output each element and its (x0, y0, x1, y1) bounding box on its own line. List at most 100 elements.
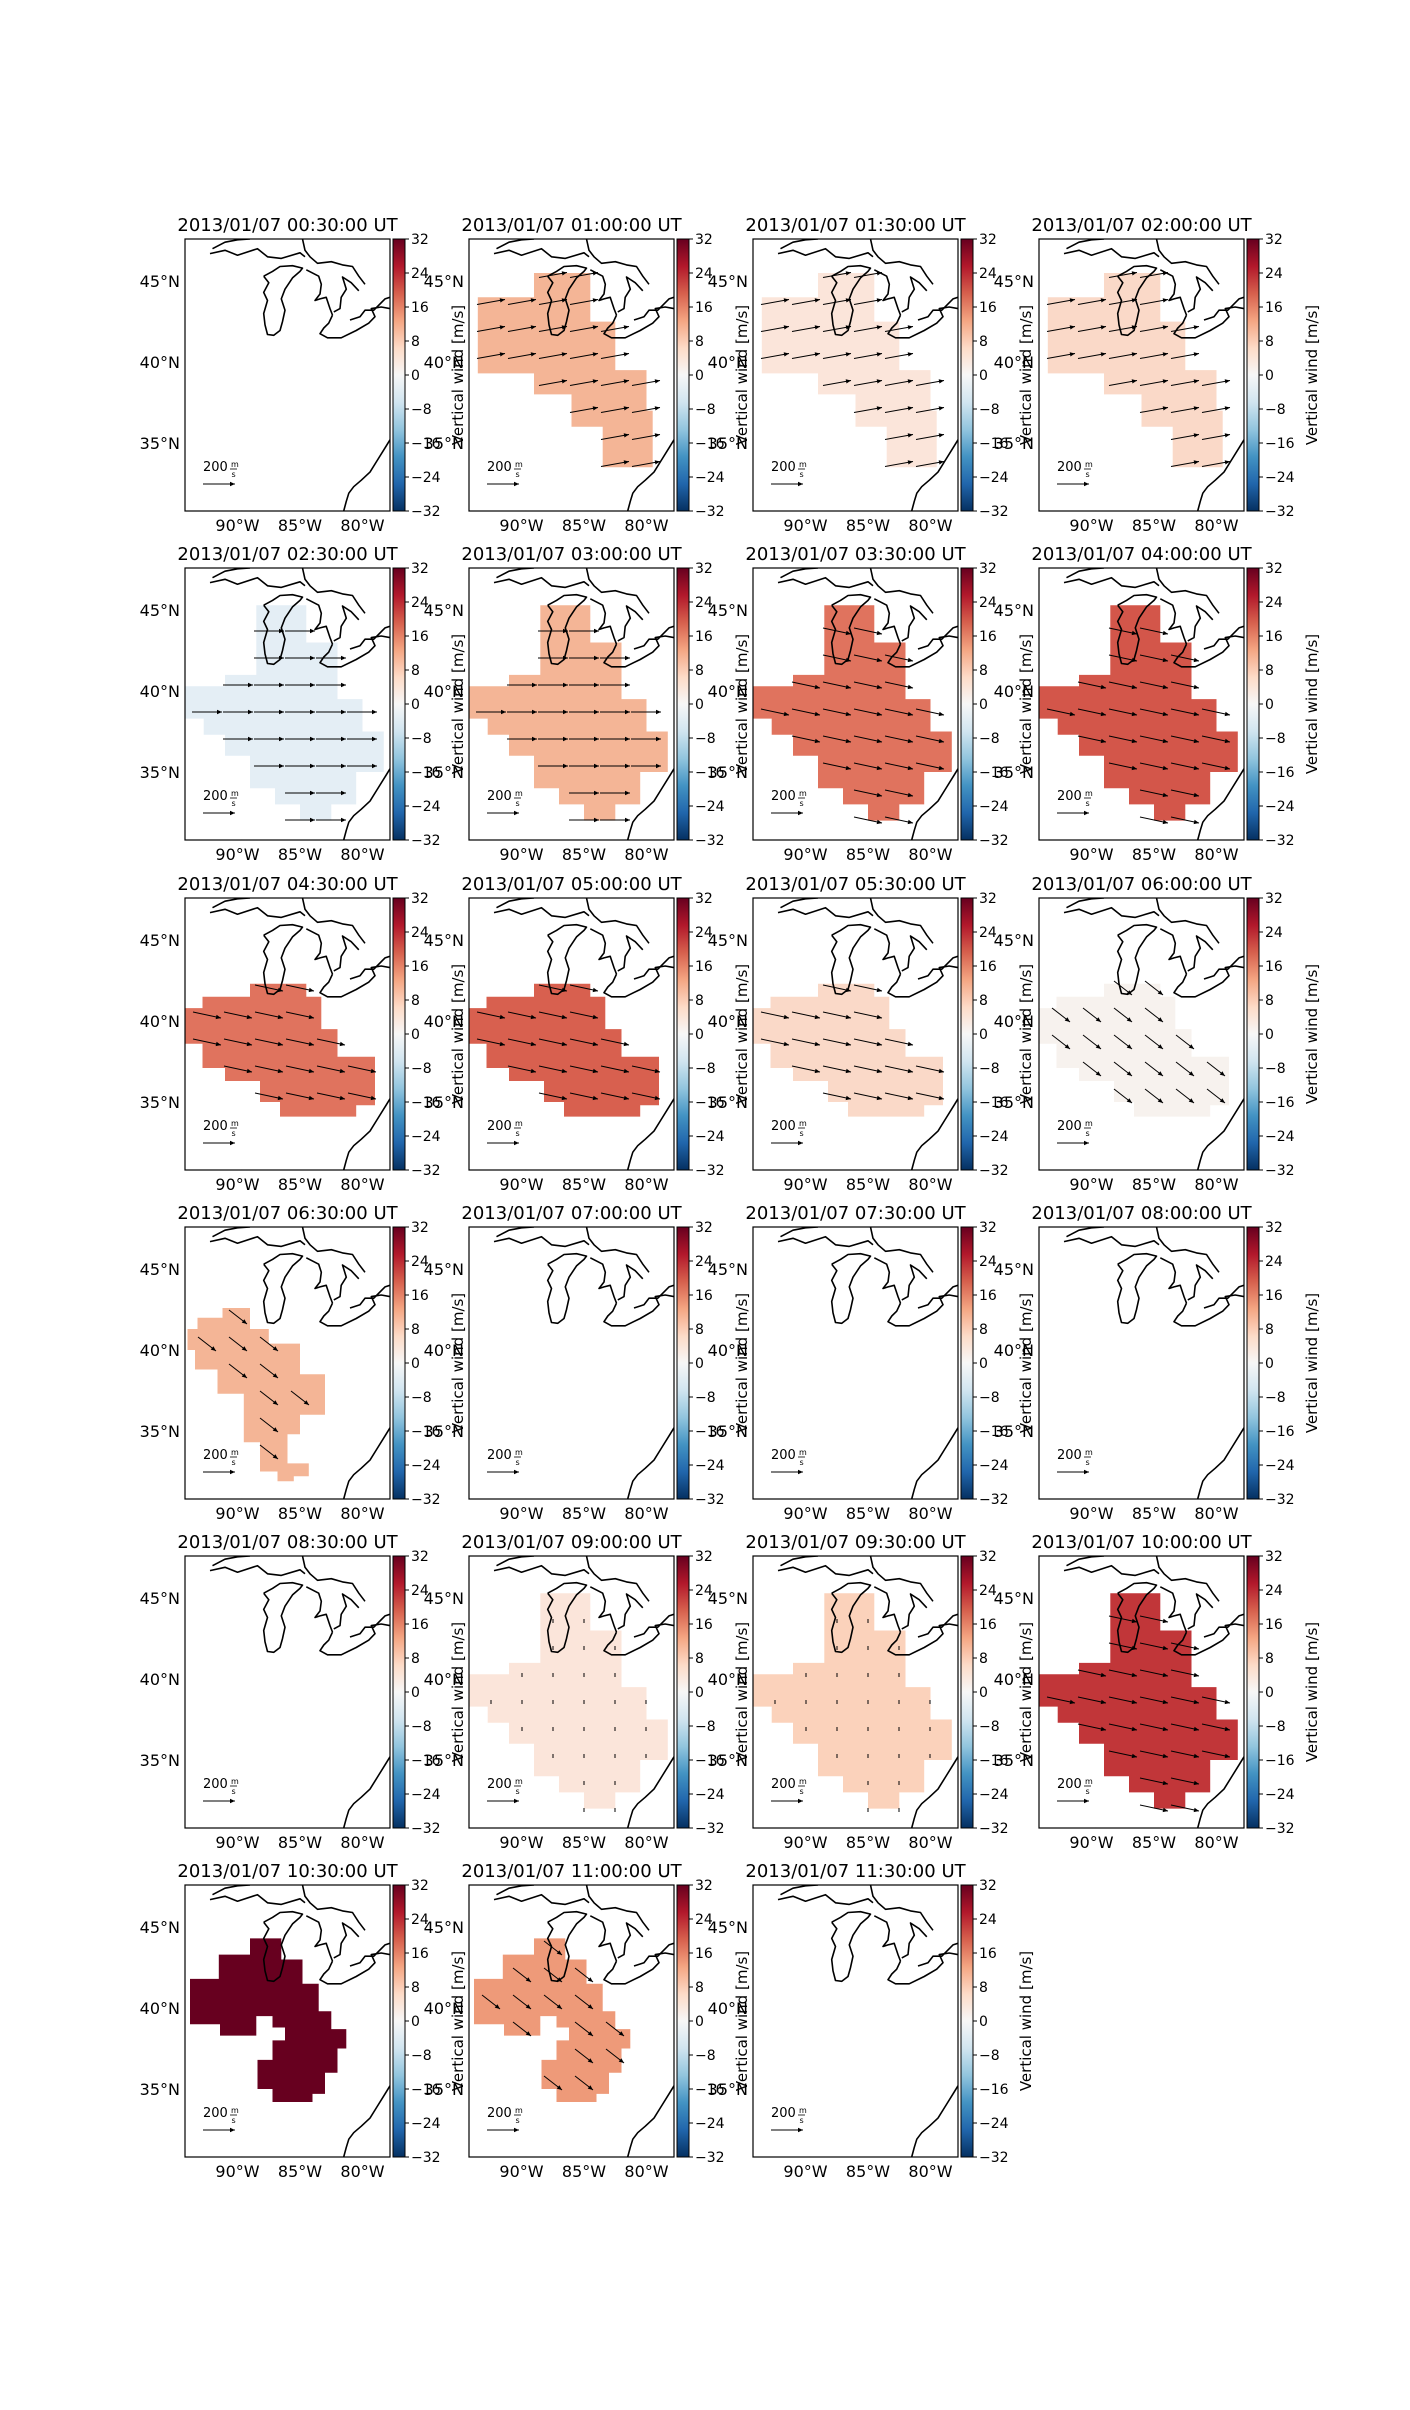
wind-arrow-head (372, 763, 377, 769)
wind-arrow-head (1131, 1672, 1137, 1678)
colorbar-label: Vertical wind [m/s] (449, 964, 467, 1104)
panel-title: 2013/01/07 03:30:00 UT (745, 544, 966, 565)
wind-arrow-head (230, 481, 235, 487)
panel-title: 2013/01/07 07:00:00 UT (461, 1203, 682, 1224)
wind-arrow-head (592, 1095, 598, 1101)
wind-arrow-head (499, 298, 505, 303)
colorbar-tick-label: −32 (979, 2150, 1009, 2166)
wind-arrow-head (241, 1373, 247, 1378)
quiver-key-unit-num: m (1085, 789, 1093, 798)
longitude-label: 80°W (340, 845, 384, 864)
wind-arrow-head (654, 1095, 660, 1101)
latitude-label: 35°N (994, 1422, 1034, 1441)
wind-arrow-head (623, 379, 629, 384)
latitude-label: 40°N (424, 1012, 464, 1031)
longitude-label: 90°W (1069, 845, 1113, 864)
wind-arrow-head (1100, 684, 1106, 690)
colorbar (676, 1226, 690, 1500)
wind-arrow-head (310, 682, 315, 688)
wind-field-region (469, 983, 659, 1117)
panel-frame (752, 1884, 959, 2158)
wind-field-region (187, 1308, 325, 1482)
wind-arrow-head (654, 460, 660, 465)
colorbar-tick-label: −16 (979, 2082, 1009, 2098)
panel-title: 2013/01/07 06:30:00 UT (177, 1203, 398, 1224)
wind-arrow-head (876, 379, 882, 384)
latitude-label: 40°N (708, 1341, 748, 1360)
map-panel: 2013/01/07 06:00:00 UT 200 ms 45°N 40°N 35°N 9… (994, 874, 1321, 1194)
quiver-key-value: 200 (1057, 460, 1082, 475)
wind-arrow-head (272, 1373, 278, 1378)
longitude-label: 90°W (783, 516, 827, 535)
coastline (626, 1756, 674, 1828)
wind-arrow-head (277, 1041, 283, 1047)
panel-frame (752, 1226, 959, 1500)
quiver-key-unit-den: s (516, 1458, 520, 1467)
wind-arrow-head (1131, 1753, 1137, 1759)
colorbar-tick-label: −32 (979, 833, 1009, 849)
wind-field-region (185, 605, 384, 821)
colorbar-label: Vertical wind [m/s] (733, 964, 751, 1104)
wind-arrow-head (1162, 738, 1168, 744)
coastline (589, 1257, 618, 1304)
coastline (830, 1581, 872, 1654)
longitude-label: 80°W (1194, 1175, 1238, 1194)
wind-arrow-head (341, 790, 346, 796)
longitude-label: 90°W (1069, 516, 1113, 535)
colorbar-tick-label: 32 (695, 1878, 713, 1894)
wind-arrow-head (623, 433, 629, 438)
colorbar-tick-label: 0 (411, 1356, 420, 1372)
map-area (753, 568, 958, 840)
wind-arrow-head (279, 709, 284, 715)
colorbar-tick-label: 8 (979, 1980, 988, 1996)
latitude-label: 35°N (424, 1093, 464, 1112)
wind-arrow-head (1162, 819, 1168, 825)
quiver-key-unit-num: m (231, 1119, 239, 1128)
colorbar-tick-label: 0 (979, 1356, 988, 1372)
colorbar-tick-label: 0 (411, 697, 420, 713)
colorbar-tick-label: 16 (1265, 959, 1283, 975)
longitude-label: 85°W (562, 516, 606, 535)
coastline (603, 1623, 674, 1656)
wind-arrow-head (654, 406, 660, 411)
coastline (910, 1756, 958, 1828)
longitude-label: 85°W (1132, 1175, 1176, 1194)
map-panel: 2013/01/07 07:30:00 UT 200 ms 45°N 40°N 35°N 9… (708, 1203, 1035, 1523)
colorbar-tick-label: 24 (695, 1254, 713, 1270)
wind-arrow-head (1069, 711, 1075, 717)
wind-arrow-head (1219, 1071, 1225, 1076)
latitude-label: 35°N (994, 763, 1034, 782)
colorbar-tick-label: 8 (411, 1322, 420, 1338)
panel-frame (184, 1226, 391, 1500)
longitude-label: 80°W (908, 1833, 952, 1852)
wind-arrow-head (1084, 1798, 1089, 1804)
wind-arrow-head (907, 460, 913, 465)
colorbar-tick-label: −32 (979, 1821, 1009, 1837)
wind-arrow-head (1131, 271, 1137, 276)
wind-arrow-head (1193, 1726, 1199, 1732)
latitude-label: 40°N (140, 682, 180, 701)
map-area (753, 239, 958, 511)
panel-title: 2013/01/07 11:00:00 UT (461, 1861, 682, 1882)
coastline (349, 625, 390, 650)
wind-arrow-head (1131, 352, 1137, 357)
latitude-label: 40°N (708, 1012, 748, 1031)
wind-arrow-head (277, 1014, 283, 1020)
wind-arrow-head (1100, 1726, 1106, 1732)
colorbar-tick-label: −8 (1265, 1390, 1286, 1406)
colorbar-label: Vertical wind [m/s] (733, 1951, 751, 2091)
colorbar-tick-label: −16 (695, 436, 725, 452)
coastline (493, 906, 590, 919)
latitude-label: 45°N (994, 272, 1034, 291)
wind-arrow-head (1188, 1098, 1194, 1103)
colorbar-tick-label: 16 (411, 1288, 429, 1304)
wind-arrow-head (876, 657, 882, 663)
latitude-label: 40°N (424, 1999, 464, 2018)
longitude-label: 85°W (846, 1175, 890, 1194)
wind-arrow-head (308, 1014, 314, 1020)
colorbar-tick-label: 32 (979, 561, 997, 577)
colorbar-tick-label: 32 (979, 232, 997, 248)
colorbar-tick-label: −16 (411, 1095, 441, 1111)
wind-arrow-head (530, 352, 536, 357)
wind-arrow-head (594, 709, 599, 715)
